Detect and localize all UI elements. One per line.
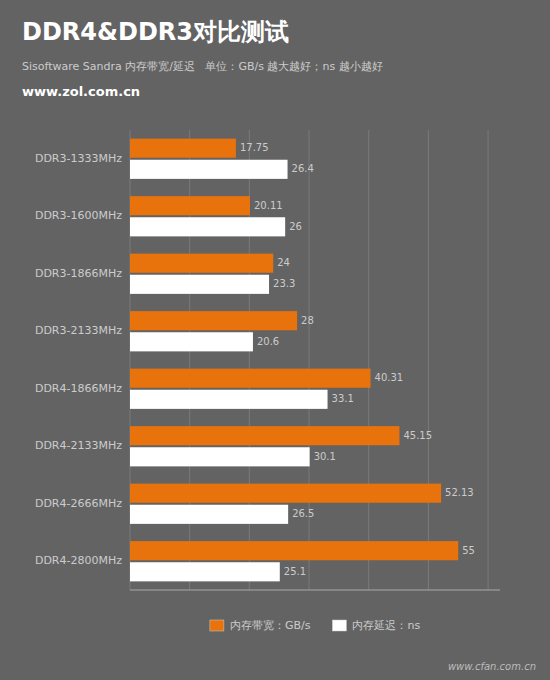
title: DDR4&DDR3对比测试 — [22, 18, 289, 46]
legend: 内存带宽：GB/s 内存延迟：ns — [210, 619, 420, 632]
data-label: 55 — [462, 545, 475, 556]
grid-line — [488, 130, 489, 590]
bars — [130, 139, 458, 582]
grid — [130, 130, 488, 590]
data-label: 40.31 — [375, 372, 404, 383]
grid-line — [309, 130, 310, 590]
data-label: 26.5 — [292, 508, 314, 519]
data-label: 24 — [277, 257, 290, 268]
y-tick-label: DDR4-2133MHz — [35, 439, 122, 452]
data-label: 33.1 — [332, 393, 354, 404]
legend-swatch — [210, 620, 224, 631]
legend-label: 内存延迟：ns — [352, 619, 420, 632]
website: www.zol.com.cn — [22, 84, 140, 99]
data-labels: 17.75 26.4 20.11 26 24 23.3 28 20.6 40.31 33.1 45.… — [240, 142, 475, 577]
y-tick-label: DDR3-1600MHz — [35, 209, 122, 222]
bar — [130, 426, 399, 445]
bar — [130, 390, 328, 409]
data-label: 25.1 — [284, 566, 306, 577]
data-label: 26.4 — [292, 163, 314, 174]
watermark: www.cfan.com.cn — [448, 661, 536, 672]
x-axis-line — [130, 590, 500, 591]
bar — [130, 332, 253, 351]
data-label: 28 — [301, 315, 314, 326]
chart: DDR4&DDR3对比测试 Sisoftware Sandra 内存带宽/延迟 单… — [0, 0, 550, 680]
bar — [130, 369, 371, 388]
data-label: 45.15 — [403, 430, 432, 441]
data-label: 52.13 — [445, 487, 474, 498]
y-tick-label: DDR3-2133MHz — [35, 324, 122, 337]
y-tick-label: DDR4-1866MHz — [35, 382, 122, 395]
bar — [130, 275, 269, 294]
bar — [130, 196, 250, 215]
data-label: 20.6 — [257, 336, 279, 347]
legend-label: 内存带宽：GB/s — [230, 619, 311, 632]
background — [0, 0, 550, 680]
bar — [130, 484, 441, 503]
data-label: 26 — [289, 221, 302, 232]
legend-item: 内存延迟：ns — [332, 619, 420, 632]
y-tick-label: DDR4-2800MHz — [35, 554, 122, 567]
legend-item: 内存带宽：GB/s — [210, 619, 311, 632]
y-tick-label: DDR3-1333MHz — [35, 152, 122, 165]
bar — [130, 217, 285, 236]
data-label: 30.1 — [314, 451, 336, 462]
data-label: 23.3 — [273, 278, 295, 289]
legend-swatch — [332, 620, 346, 631]
y-tick-label: DDR3-1866MHz — [35, 267, 122, 280]
data-label: 20.11 — [254, 200, 283, 211]
data-label: 17.75 — [240, 142, 269, 153]
bar — [130, 160, 288, 179]
grid-line — [368, 130, 369, 590]
grid-line — [428, 130, 429, 590]
subtitle: Sisoftware Sandra 内存带宽/延迟 单位：GB/s 越大越好；n… — [22, 60, 383, 73]
bar — [130, 447, 310, 466]
bar — [130, 139, 236, 158]
y-tick-label: DDR4-2666MHz — [35, 497, 122, 510]
bar — [130, 254, 273, 273]
bar — [130, 505, 288, 524]
bar — [130, 311, 297, 330]
bar — [130, 541, 458, 560]
bar — [130, 562, 280, 581]
